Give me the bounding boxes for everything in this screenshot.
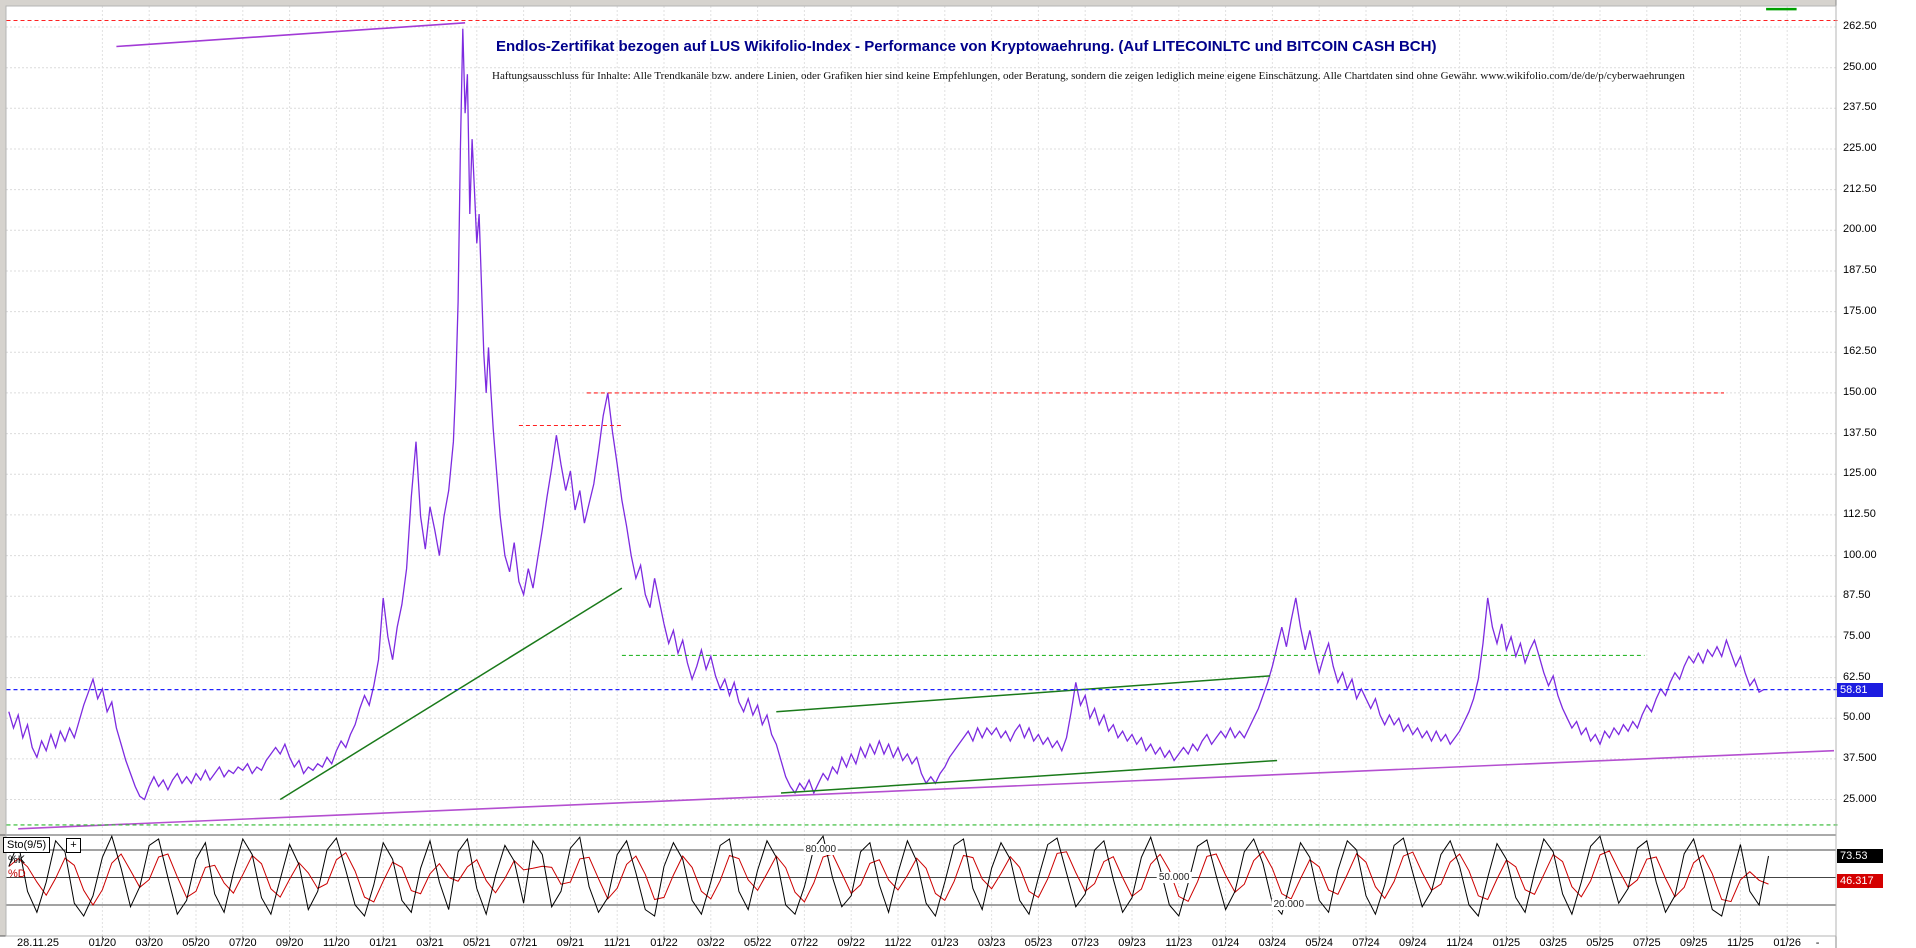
time-axis-label: 01/23 <box>931 937 959 948</box>
sto-level-label: 20.000 <box>1271 899 1307 910</box>
price-axis-label: 25.000 <box>1843 792 1877 805</box>
time-axis-label: 09/23 <box>1118 937 1146 948</box>
stochastic-k-badge: 73.53 <box>1837 848 1883 863</box>
time-axis-label: 05/23 <box>1024 937 1053 948</box>
time-axis-label: 01/25 <box>1492 937 1521 948</box>
price-axis-label: 125.00 <box>1843 467 1877 480</box>
upper-resistance-trendline <box>116 22 466 48</box>
green-channel-lower <box>780 759 1278 794</box>
price-axis-label: 137.50 <box>1843 426 1877 439</box>
steep-green-trendline <box>279 587 623 801</box>
time-axis-label: 11/21 <box>603 937 631 948</box>
time-axis-label: 03/22 <box>697 937 725 948</box>
time-axis-label: 01/24 <box>1211 937 1240 948</box>
time-axis-label: 01/21 <box>369 937 397 948</box>
time-axis-label: 09/21 <box>556 937 585 948</box>
time-axis-label: 05/25 <box>1586 937 1614 948</box>
time-axis-label: 09/20 <box>275 937 304 948</box>
green-channel-upper <box>776 675 1271 713</box>
time-axis-label: 07/22 <box>790 937 819 948</box>
price-axis-label: 50.00 <box>1843 711 1871 724</box>
time-axis-label: 03/21 <box>416 937 444 948</box>
time-axis-label: 07/25 <box>1633 937 1661 948</box>
time-axis-label: 07/23 <box>1071 937 1099 948</box>
time-axis-label: 09/24 <box>1399 937 1427 948</box>
time-axis-label: 28.11.25 <box>17 937 60 948</box>
time-axis-label: 05/22 <box>743 937 772 948</box>
stochastic-d-badge: 46.317 <box>1837 873 1883 888</box>
stochastic-k-label: %K <box>8 854 26 866</box>
price-axis-label: 262.50 <box>1843 20 1877 32</box>
time-axis-label: 07/21 <box>509 937 538 948</box>
sto-level-label: 80.000 <box>803 843 839 855</box>
long-support-trendline <box>18 749 1835 830</box>
time-axis-label: 01/26 <box>1773 937 1801 948</box>
price-line <box>8 28 1765 801</box>
price-axis-label: 250.00 <box>1843 60 1877 73</box>
price-axis-label: 62.50 <box>1843 670 1871 683</box>
indicator-expand-button[interactable]: + <box>66 838 81 853</box>
price-axis-label: 37.500 <box>1843 751 1877 764</box>
time-axis-label: 01/20 <box>88 937 117 948</box>
price-axis-label: 87.50 <box>1843 589 1871 602</box>
price-axis-label: 150.00 <box>1843 385 1877 398</box>
price-axis-label: 187.50 <box>1843 263 1877 276</box>
price-axis-label: 237.50 <box>1843 101 1877 114</box>
time-axis-label: 09/25 <box>1679 937 1708 948</box>
price-axis-label: 75.00 <box>1843 629 1871 642</box>
time-axis-label: 11/25 <box>1727 937 1754 948</box>
price-axis-label: 162.50 <box>1843 345 1877 358</box>
time-axis-label: 05/21 <box>463 937 491 948</box>
time-axis-label: 03/20 <box>135 937 163 948</box>
time-axis-label: 01/22 <box>650 937 678 948</box>
stochastic-d-line <box>8 850 1769 906</box>
indicator-name-box[interactable]: Sto(9/5) <box>3 837 51 853</box>
stochastic-d-label: %D <box>8 868 26 880</box>
price-axis-label: 175.00 <box>1843 304 1877 317</box>
time-axis-label: 11/24 <box>1446 937 1473 948</box>
time-axis-label: 03/23 <box>977 937 1006 948</box>
price-axis-label: 212.50 <box>1843 182 1877 195</box>
price-axis-label: 200.00 <box>1843 223 1877 236</box>
time-axis-label: 09/22 <box>837 937 865 948</box>
time-axis-label: 11/20 <box>323 937 350 948</box>
price-axis-label: 225.00 <box>1843 141 1877 154</box>
time-axis-label: - <box>1815 937 1820 948</box>
time-axis-label: 03/24 <box>1258 937 1287 948</box>
stochastic-k-line <box>8 834 1769 918</box>
chart-title: Endlos-Zertifikat bezogen auf LUS Wikifo… <box>496 38 1437 55</box>
chart-disclaimer: Haftungsausschluss für Inhalte: Alle Tre… <box>492 70 1685 82</box>
price-axis-label: 100.00 <box>1843 548 1877 561</box>
time-axis-label: 11/22 <box>884 937 912 948</box>
time-axis-label: 07/24 <box>1352 937 1380 948</box>
time-axis-label: 05/24 <box>1305 937 1333 948</box>
time-axis-label: 03/25 <box>1539 937 1567 948</box>
time-axis-label: 05/20 <box>182 937 210 948</box>
time-axis-label: 11/23 <box>1165 937 1193 948</box>
time-axis-label: 07/20 <box>229 937 257 948</box>
current-price-badge: 58.81 <box>1837 682 1883 697</box>
price-axis-label: 112.50 <box>1843 507 1876 520</box>
sto-level-label: 50.000 <box>1156 871 1192 883</box>
